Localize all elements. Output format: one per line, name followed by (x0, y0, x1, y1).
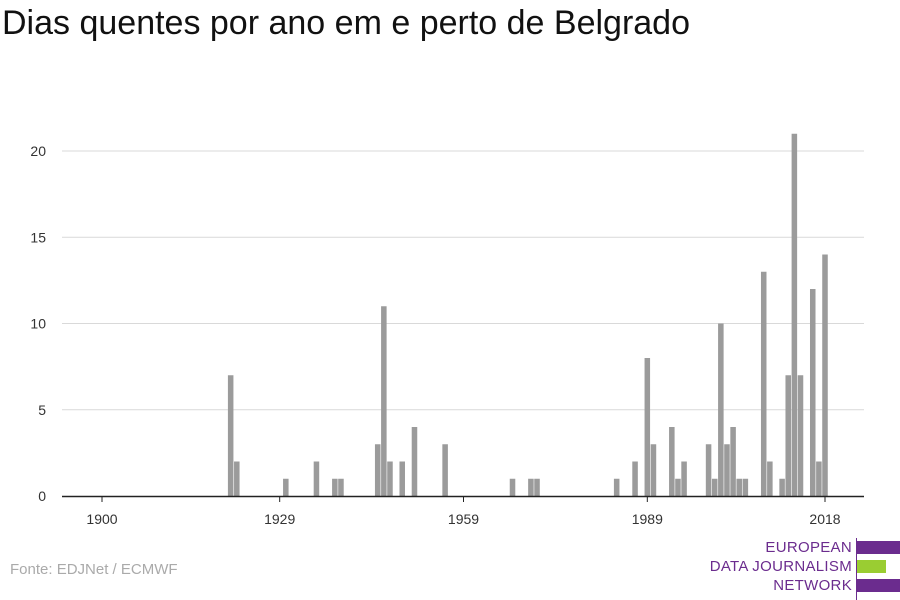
bar (760, 271, 767, 496)
bar (632, 461, 638, 496)
bar (730, 427, 736, 496)
logo-divider (856, 538, 857, 600)
x-axis-ticks: 1900 1929 1959 1989 2018 (86, 496, 841, 527)
y-tick-label: 10 (30, 316, 46, 332)
source-note: Fonte: EDJNet / ECMWF (10, 561, 178, 578)
bar (338, 478, 344, 496)
bar (669, 427, 675, 496)
chart-title: Dias quentes por ano em e perto de Belgr… (2, 4, 691, 42)
x-tick-label: 2018 (809, 511, 840, 527)
edjnet-logo: EUROPEAN DATA JOURNALISM NETWORK (700, 538, 900, 600)
bar (332, 478, 338, 496)
bar (791, 133, 798, 496)
bar (381, 306, 387, 496)
bar (234, 461, 240, 496)
logo-bar-middle (857, 560, 886, 573)
x-tick-label: 1900 (86, 511, 117, 527)
bar (411, 427, 418, 496)
bar (442, 444, 448, 496)
bar (387, 461, 393, 496)
logo-text-data-journalism: DATA JOURNALISM (709, 558, 852, 575)
y-tick-label: 0 (38, 488, 46, 504)
bar (742, 478, 749, 496)
logo-bar-bottom (857, 579, 900, 592)
bar (613, 478, 620, 496)
logo-bar-top (857, 541, 900, 554)
y-tick-label: 5 (38, 402, 46, 418)
bar (528, 478, 534, 496)
bar (779, 478, 785, 496)
bars (227, 133, 828, 496)
bar (822, 254, 828, 496)
bar (705, 444, 712, 496)
y-axis-labels: 0 5 10 15 20 (30, 143, 46, 504)
logo-text-network: NETWORK (773, 577, 852, 594)
bar (374, 444, 381, 496)
bar (816, 461, 822, 496)
bar (644, 358, 651, 496)
x-tick-label: 1929 (264, 511, 295, 527)
bar (724, 444, 730, 496)
bar (675, 478, 681, 496)
logo-text-european: EUROPEAN (765, 539, 852, 556)
bar (809, 289, 816, 496)
y-tick-label: 15 (30, 229, 46, 245)
bar (767, 461, 773, 496)
bar (227, 375, 234, 496)
x-tick-label: 1959 (448, 511, 479, 527)
bar (650, 444, 657, 496)
bar (509, 478, 516, 496)
grid (62, 150, 864, 411)
bar (399, 461, 405, 496)
y-tick-label: 20 (30, 143, 46, 159)
bar (797, 375, 804, 496)
bar (681, 461, 687, 496)
bar (313, 461, 320, 496)
bar (283, 478, 289, 496)
bar (785, 375, 792, 496)
bar (534, 478, 540, 496)
x-tick-label: 1989 (632, 511, 663, 527)
bar (736, 478, 742, 496)
bar (711, 478, 718, 496)
bar (718, 323, 724, 496)
